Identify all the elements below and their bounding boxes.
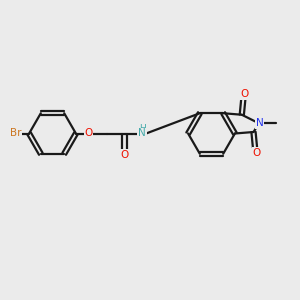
Text: O: O	[84, 128, 93, 139]
Text: N: N	[256, 118, 263, 128]
Text: O: O	[241, 89, 249, 99]
Text: O: O	[252, 148, 261, 158]
Text: Br: Br	[10, 128, 22, 139]
Text: H: H	[139, 124, 146, 133]
Text: N: N	[138, 128, 146, 139]
Text: O: O	[120, 149, 129, 160]
